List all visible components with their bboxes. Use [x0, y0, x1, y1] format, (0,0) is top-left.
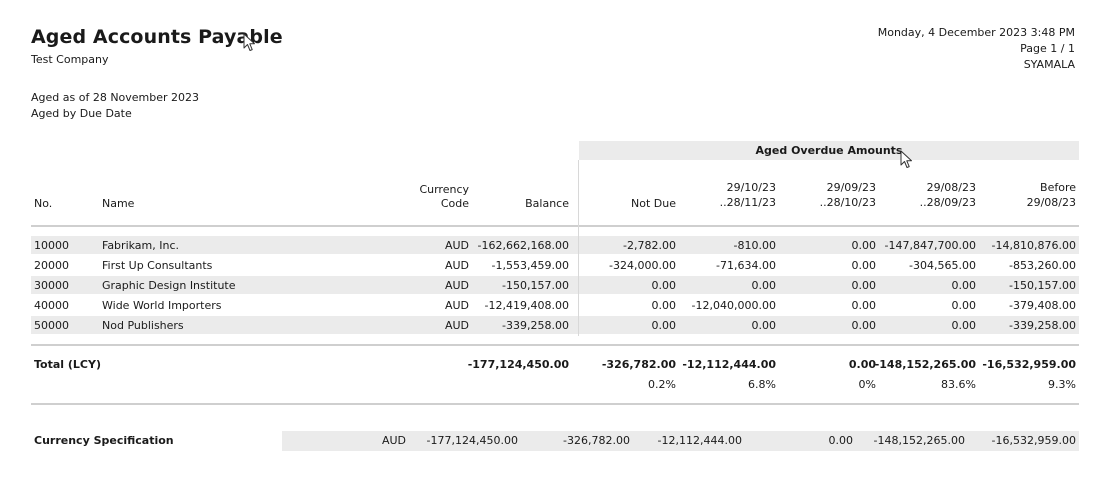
- user-id: SYAMALA: [1023, 58, 1075, 71]
- total-not-due: -326,782.00: [601, 358, 676, 371]
- total-bucket2: 0.00: [848, 358, 876, 371]
- aged-as-of: Aged as of 28 November 2023: [31, 91, 200, 104]
- row-no: 20000: [34, 259, 69, 272]
- page-number: Page 1 / 1: [1020, 42, 1075, 55]
- pct-bucket2: 0%: [858, 378, 876, 391]
- row-bucket2: 0.00: [851, 259, 877, 272]
- currency-spec-bucket2: 0.00: [828, 434, 854, 447]
- row-background: [31, 236, 1079, 254]
- total-balance: -177,124,450.00: [467, 358, 569, 371]
- row-bucket2: 0.00: [851, 239, 877, 252]
- pct-bucket1: 6.8%: [748, 378, 776, 391]
- total-label: Total (LCY): [34, 358, 101, 371]
- row-bucket3: 0.00: [951, 279, 977, 292]
- row-bucket1: -71,634.00: [716, 259, 776, 272]
- total-bucket4: -16,532,959.00: [982, 358, 1076, 371]
- row-bucket4: -14,810,876.00: [991, 239, 1076, 252]
- row-name: First Up Consultants: [102, 259, 213, 272]
- row-currency: AUD: [444, 259, 469, 272]
- row-bucket3: 0.00: [951, 319, 977, 332]
- mouse-cursor-icon: [900, 150, 912, 168]
- row-bucket4: -379,408.00: [1009, 299, 1076, 312]
- row-not-due: -2,782.00: [623, 239, 676, 252]
- row-bucket1: 0.00: [751, 279, 777, 292]
- total-divider: [31, 344, 1079, 346]
- total-bucket3: -148,152,265.00: [874, 358, 976, 371]
- row-bucket4: -853,260.00: [1009, 259, 1076, 272]
- row-name: Nod Publishers: [102, 319, 184, 332]
- row-bucket2: 0.00: [851, 299, 877, 312]
- row-currency: AUD: [444, 279, 469, 292]
- report-title: Aged Accounts Payable: [31, 26, 283, 48]
- aged-overdue-label: Aged Overdue Amounts: [755, 144, 903, 157]
- col-header-bucket3-line2: ..28/09/23: [919, 196, 976, 209]
- currency-spec-code: AUD: [381, 434, 406, 447]
- row-not-due: -324,000.00: [609, 259, 676, 272]
- col-header-bucket2-line2: ..28/10/23: [819, 196, 876, 209]
- row-bucket1: -810.00: [733, 239, 776, 252]
- col-header-name: Name: [102, 197, 135, 210]
- pct-bucket4: 9.3%: [1048, 378, 1076, 391]
- row-bucket4: -150,157.00: [1009, 279, 1076, 292]
- col-header-bucket4-line1: Before: [1040, 181, 1076, 194]
- bottom-divider: [31, 403, 1079, 405]
- col-header-currency-line2: Code: [440, 197, 469, 210]
- row-bucket3: -304,565.00: [909, 259, 976, 272]
- col-header-no: No.: [34, 197, 53, 210]
- row-balance: -150,157.00: [502, 279, 569, 292]
- col-header-bucket4-line2: 29/08/23: [1026, 196, 1076, 209]
- currency-spec-bucket1: -12,112,444.00: [657, 434, 742, 447]
- row-not-due: 0.00: [651, 299, 677, 312]
- pct-not-due: 0.2%: [648, 378, 676, 391]
- company-name: Test Company: [31, 53, 109, 66]
- row-no: 50000: [34, 319, 69, 332]
- currency-spec-bucket4: -16,532,959.00: [991, 434, 1076, 447]
- row-name: Graphic Design Institute: [102, 279, 236, 292]
- col-header-bucket1-line2: ..28/11/23: [719, 196, 776, 209]
- row-no: 40000: [34, 299, 69, 312]
- row-currency: AUD: [444, 239, 469, 252]
- row-no: 10000: [34, 239, 69, 252]
- pct-bucket3: 83.6%: [941, 378, 976, 391]
- row-currency: AUD: [444, 299, 469, 312]
- row-balance: -12,419,408.00: [484, 299, 569, 312]
- column-separator: [578, 160, 579, 336]
- mouse-cursor-icon: [243, 33, 255, 51]
- col-header-bucket3-line1: 29/08/23: [926, 181, 976, 194]
- header-divider: [31, 225, 1079, 227]
- currency-spec-balance: -177,124,450.00: [426, 434, 518, 447]
- row-balance: -1,553,459.00: [491, 259, 569, 272]
- row-not-due: 0.00: [651, 319, 677, 332]
- row-bucket2: 0.00: [851, 319, 877, 332]
- row-not-due: 0.00: [651, 279, 677, 292]
- col-header-not-due: Not Due: [631, 197, 676, 210]
- col-header-bucket2-line1: 29/09/23: [826, 181, 876, 194]
- report-datetime: Monday, 4 December 2023 3:48 PM: [877, 26, 1075, 39]
- row-bucket3: 0.00: [951, 299, 977, 312]
- aged-by: Aged by Due Date: [31, 107, 132, 120]
- currency-spec-bucket3: -148,152,265.00: [873, 434, 965, 447]
- col-header-currency-line1: Currency: [419, 183, 469, 196]
- row-balance: -162,662,168.00: [477, 239, 569, 252]
- row-background: [31, 316, 1079, 334]
- currency-spec-not-due: -326,782.00: [563, 434, 630, 447]
- col-header-bucket1-line1: 29/10/23: [726, 181, 776, 194]
- row-background: [31, 276, 1079, 294]
- row-no: 30000: [34, 279, 69, 292]
- col-header-balance: Balance: [525, 197, 569, 210]
- aged-overdue-band: [579, 141, 1079, 160]
- total-bucket1: -12,112,444.00: [682, 358, 776, 371]
- currency-spec-background: [282, 431, 1079, 451]
- row-bucket3: -147,847,700.00: [884, 239, 976, 252]
- row-name: Wide World Importers: [102, 299, 222, 312]
- row-bucket4: -339,258.00: [1009, 319, 1076, 332]
- row-currency: AUD: [444, 319, 469, 332]
- row-balance: -339,258.00: [502, 319, 569, 332]
- row-bucket1: 0.00: [751, 319, 777, 332]
- row-bucket2: 0.00: [851, 279, 877, 292]
- row-name: Fabrikam, Inc.: [102, 239, 180, 252]
- currency-spec-label: Currency Specification: [34, 434, 174, 447]
- row-bucket1: -12,040,000.00: [691, 299, 776, 312]
